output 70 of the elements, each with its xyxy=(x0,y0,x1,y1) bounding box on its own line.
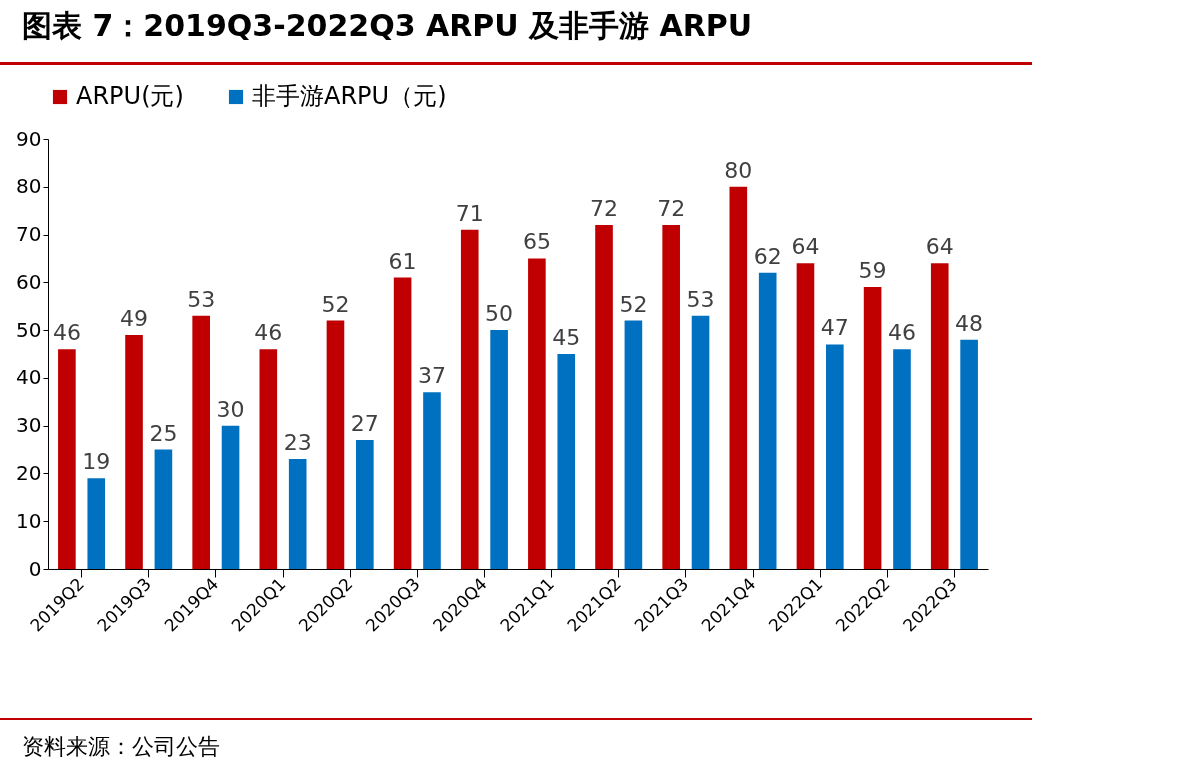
data-label: 53 xyxy=(686,286,715,312)
bar xyxy=(393,277,412,569)
y-tick-label: 40 xyxy=(16,365,42,390)
data-label: 59 xyxy=(858,258,887,284)
bar xyxy=(624,320,643,569)
bar xyxy=(691,315,710,569)
data-label: 50 xyxy=(485,301,514,327)
data-label: 46 xyxy=(887,320,916,346)
data-label: 46 xyxy=(254,320,283,346)
y-tick-label: 0 xyxy=(28,556,42,581)
bar xyxy=(826,344,844,569)
data-label: 62 xyxy=(753,243,782,269)
bar xyxy=(154,449,173,569)
bar xyxy=(729,186,748,569)
legend-label: 非手游ARPU（元) xyxy=(252,82,447,110)
data-label: 71 xyxy=(455,200,484,226)
y-tick-label: 10 xyxy=(16,508,42,533)
data-label: 19 xyxy=(82,449,111,475)
bar xyxy=(221,425,240,569)
y-tick-label: 70 xyxy=(16,222,42,247)
bar xyxy=(893,349,911,569)
data-label: 72 xyxy=(590,196,619,221)
bar xyxy=(528,258,546,569)
data-label: 65 xyxy=(522,229,551,255)
data-label: 27 xyxy=(350,411,379,436)
y-tick-label: 30 xyxy=(16,413,42,438)
bar xyxy=(490,330,508,569)
data-label: 25 xyxy=(149,420,178,446)
data-label: 80 xyxy=(724,157,753,183)
data-label: 49 xyxy=(120,305,149,331)
bar xyxy=(796,263,815,569)
bar xyxy=(863,287,882,569)
data-label: 52 xyxy=(619,291,648,317)
data-label: 23 xyxy=(283,430,312,456)
y-tick-label: 50 xyxy=(16,317,42,342)
data-label: 45 xyxy=(552,325,581,350)
chart-title: 图表 7：2019Q3-2022Q3 ARPU 及非手游 ARPU xyxy=(22,7,753,45)
bar xyxy=(326,320,345,569)
bar xyxy=(288,459,307,569)
bar xyxy=(758,272,777,569)
data-label: 37 xyxy=(417,363,446,389)
data-label: 64 xyxy=(791,234,820,260)
data-label: 61 xyxy=(388,248,417,274)
bar xyxy=(356,440,374,569)
data-label: 52 xyxy=(321,291,350,317)
bar xyxy=(460,229,479,569)
data-label: 64 xyxy=(925,234,954,260)
bar xyxy=(662,225,680,569)
bar xyxy=(125,334,143,569)
bar xyxy=(557,354,576,569)
data-label: 46 xyxy=(52,320,81,346)
data-label: 30 xyxy=(216,396,245,422)
bar xyxy=(423,392,441,569)
bar xyxy=(192,315,210,569)
bar xyxy=(960,339,978,569)
data-label: 72 xyxy=(657,196,686,221)
y-tick-label: 60 xyxy=(16,269,42,294)
legend-label: ARPU(元) xyxy=(76,82,184,110)
data-label: 53 xyxy=(187,286,216,312)
data-label: 48 xyxy=(955,310,984,336)
y-tick-label: 80 xyxy=(16,174,42,199)
y-tick-label: 20 xyxy=(16,460,42,485)
bar xyxy=(259,349,278,569)
bar xyxy=(595,225,613,569)
bar xyxy=(930,263,949,569)
bar xyxy=(87,478,106,569)
data-label: 47 xyxy=(820,315,849,341)
bar xyxy=(58,349,76,569)
text: 资料来源：公司公告 xyxy=(22,733,220,761)
y-tick-label: 90 xyxy=(16,126,42,151)
